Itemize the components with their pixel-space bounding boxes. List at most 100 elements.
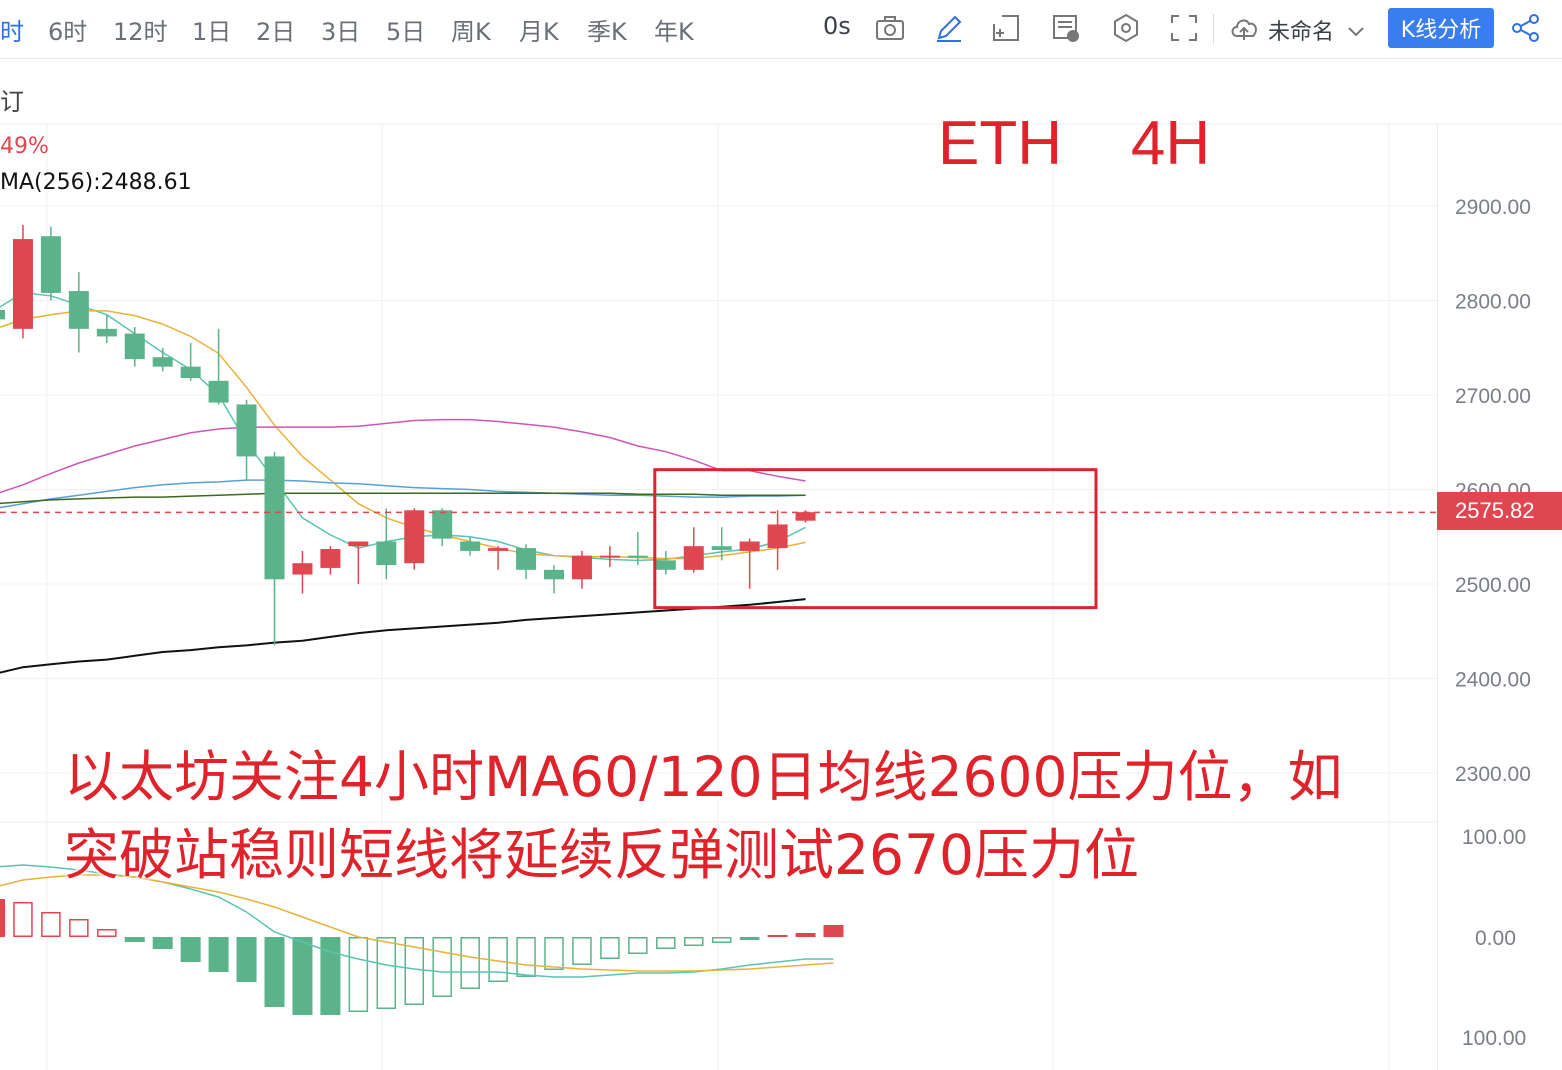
macd-bar — [13, 902, 33, 937]
macd-bar — [711, 937, 732, 943]
timeframe-tab[interactable]: 6时 — [48, 18, 88, 46]
candle-body — [320, 549, 341, 568]
macd-bar — [69, 919, 89, 937]
timeframe-tab[interactable]: 3日 — [321, 18, 361, 46]
macd-axis: 100.00 0.00 100.00 — [1462, 826, 1526, 1050]
candle-body — [795, 512, 816, 521]
candle-body — [655, 560, 676, 570]
ma-line — [0, 418, 806, 494]
share-icon[interactable] — [1510, 12, 1542, 44]
macd-bar — [404, 937, 424, 1005]
price-axis-divider — [1437, 124, 1438, 1070]
kline-analysis-button[interactable]: K线分析 — [1388, 8, 1494, 48]
candle-body — [264, 456, 285, 580]
candle-body — [767, 524, 788, 549]
timeframe-tab[interactable]: 5日 — [386, 18, 426, 46]
candle-body — [12, 239, 33, 329]
macd-bar — [0, 899, 5, 937]
countdown-label: 0s — [823, 12, 851, 40]
macd-tick-label: 100.00 — [1462, 826, 1526, 849]
candle-body — [544, 569, 564, 580]
timeframe-tab[interactable]: 月K — [519, 18, 559, 46]
candle-body — [96, 328, 117, 337]
doc-name-label: 未命名 — [1268, 20, 1335, 45]
annotation-title: ETH 4H — [938, 109, 1211, 178]
macd-bar — [41, 912, 61, 937]
cloud-upload-icon — [1231, 19, 1257, 40]
macd-bar — [767, 935, 788, 937]
candle-body — [460, 541, 481, 551]
price-tick-label: 2400.00 — [1455, 669, 1531, 692]
candle-body — [208, 380, 229, 403]
ma-line — [0, 598, 806, 674]
candle-body — [348, 541, 369, 547]
annotation-line-2: 突破站稳则短线将延续反弹测试2670压力位 — [64, 823, 1139, 887]
macd-bar — [460, 937, 480, 989]
macd-bar — [628, 937, 648, 954]
macd-bar — [264, 937, 285, 1007]
macd-bar — [656, 937, 676, 949]
macd-tick-label: 100.00 — [1462, 1027, 1526, 1050]
candle-body — [599, 555, 620, 558]
macd-bar — [292, 937, 313, 1015]
macd-panel — [0, 864, 844, 1015]
macd-tick-label: 0.00 — [1475, 927, 1516, 950]
macd-bar — [348, 937, 369, 1012]
candle-body — [180, 366, 201, 378]
fullscreen-icon[interactable] — [1168, 12, 1200, 44]
doc-name-dropdown[interactable]: 未命名 — [1228, 10, 1364, 46]
ma-line — [0, 492, 806, 505]
timeframe-tab[interactable]: 时 — [0, 18, 24, 46]
candle-body — [376, 541, 397, 566]
macd-bar — [236, 937, 257, 982]
price-axis: 2900.002800.002700.002600.002500.002400.… — [1455, 196, 1531, 786]
pen-icon[interactable] — [933, 12, 965, 44]
timeframe-tab[interactable]: 季K — [587, 18, 627, 46]
candle-body — [711, 546, 732, 550]
annotation-line-1: 以太坊关注4小时MA60/120日均线2600压力位，如 — [64, 745, 1343, 809]
ma-line — [0, 310, 806, 560]
candle-body — [236, 404, 257, 457]
candle-body — [571, 555, 592, 580]
add-window-icon[interactable] — [990, 12, 1022, 44]
candle-body — [40, 236, 61, 293]
macd-bar — [376, 937, 397, 1009]
indicator-icon[interactable] — [1050, 12, 1082, 44]
camera-icon[interactable] — [874, 12, 906, 44]
macd-bar — [180, 937, 201, 962]
annotation-box — [653, 468, 1098, 610]
grid — [0, 123, 1562, 1070]
macd-bar — [739, 937, 760, 940]
candle-body — [152, 357, 173, 367]
macd-bar — [320, 937, 341, 1015]
candle-body — [683, 546, 704, 570]
timeframe-tab[interactable]: 2日 — [256, 18, 296, 46]
price-tick-label: 2900.00 — [1455, 196, 1531, 219]
macd-bar — [124, 937, 145, 942]
ma-legend: MA(256):2488.61 — [0, 170, 192, 195]
macd-bar — [795, 933, 816, 937]
macd-bar — [600, 937, 620, 959]
moving-averages — [0, 292, 806, 674]
ma-line — [0, 292, 806, 562]
candle-body — [124, 333, 145, 360]
price-tick-label: 2800.00 — [1455, 291, 1531, 314]
macd-bar — [152, 937, 173, 949]
timeframe-tab[interactable]: 年K — [654, 18, 694, 46]
macd-dea-line — [0, 874, 834, 972]
timeframe-tab[interactable]: 周K — [451, 18, 491, 46]
timeframe-tab[interactable]: 1日 — [192, 18, 232, 46]
toolbar-divider — [1213, 14, 1214, 44]
settings-icon[interactable] — [1110, 12, 1142, 44]
candle-body — [68, 291, 89, 329]
candle-body — [292, 563, 313, 575]
macd-bar — [432, 937, 452, 997]
candle-body — [0, 309, 5, 320]
macd-bar — [97, 929, 117, 937]
timeframe-tab[interactable]: 12时 — [113, 18, 168, 46]
candle-body — [404, 510, 425, 564]
ma-line — [0, 479, 806, 509]
price-tick-label: 2300.00 — [1455, 763, 1531, 786]
change-percent: 49% — [0, 134, 49, 159]
